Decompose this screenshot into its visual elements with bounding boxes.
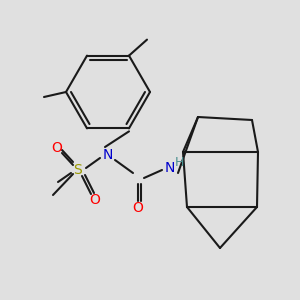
Text: O: O	[52, 141, 62, 155]
Text: O: O	[90, 193, 101, 207]
Text: O: O	[133, 201, 143, 215]
Text: N: N	[103, 148, 113, 162]
Text: S: S	[74, 163, 82, 177]
Text: H: H	[174, 155, 184, 169]
Text: N: N	[165, 161, 175, 175]
